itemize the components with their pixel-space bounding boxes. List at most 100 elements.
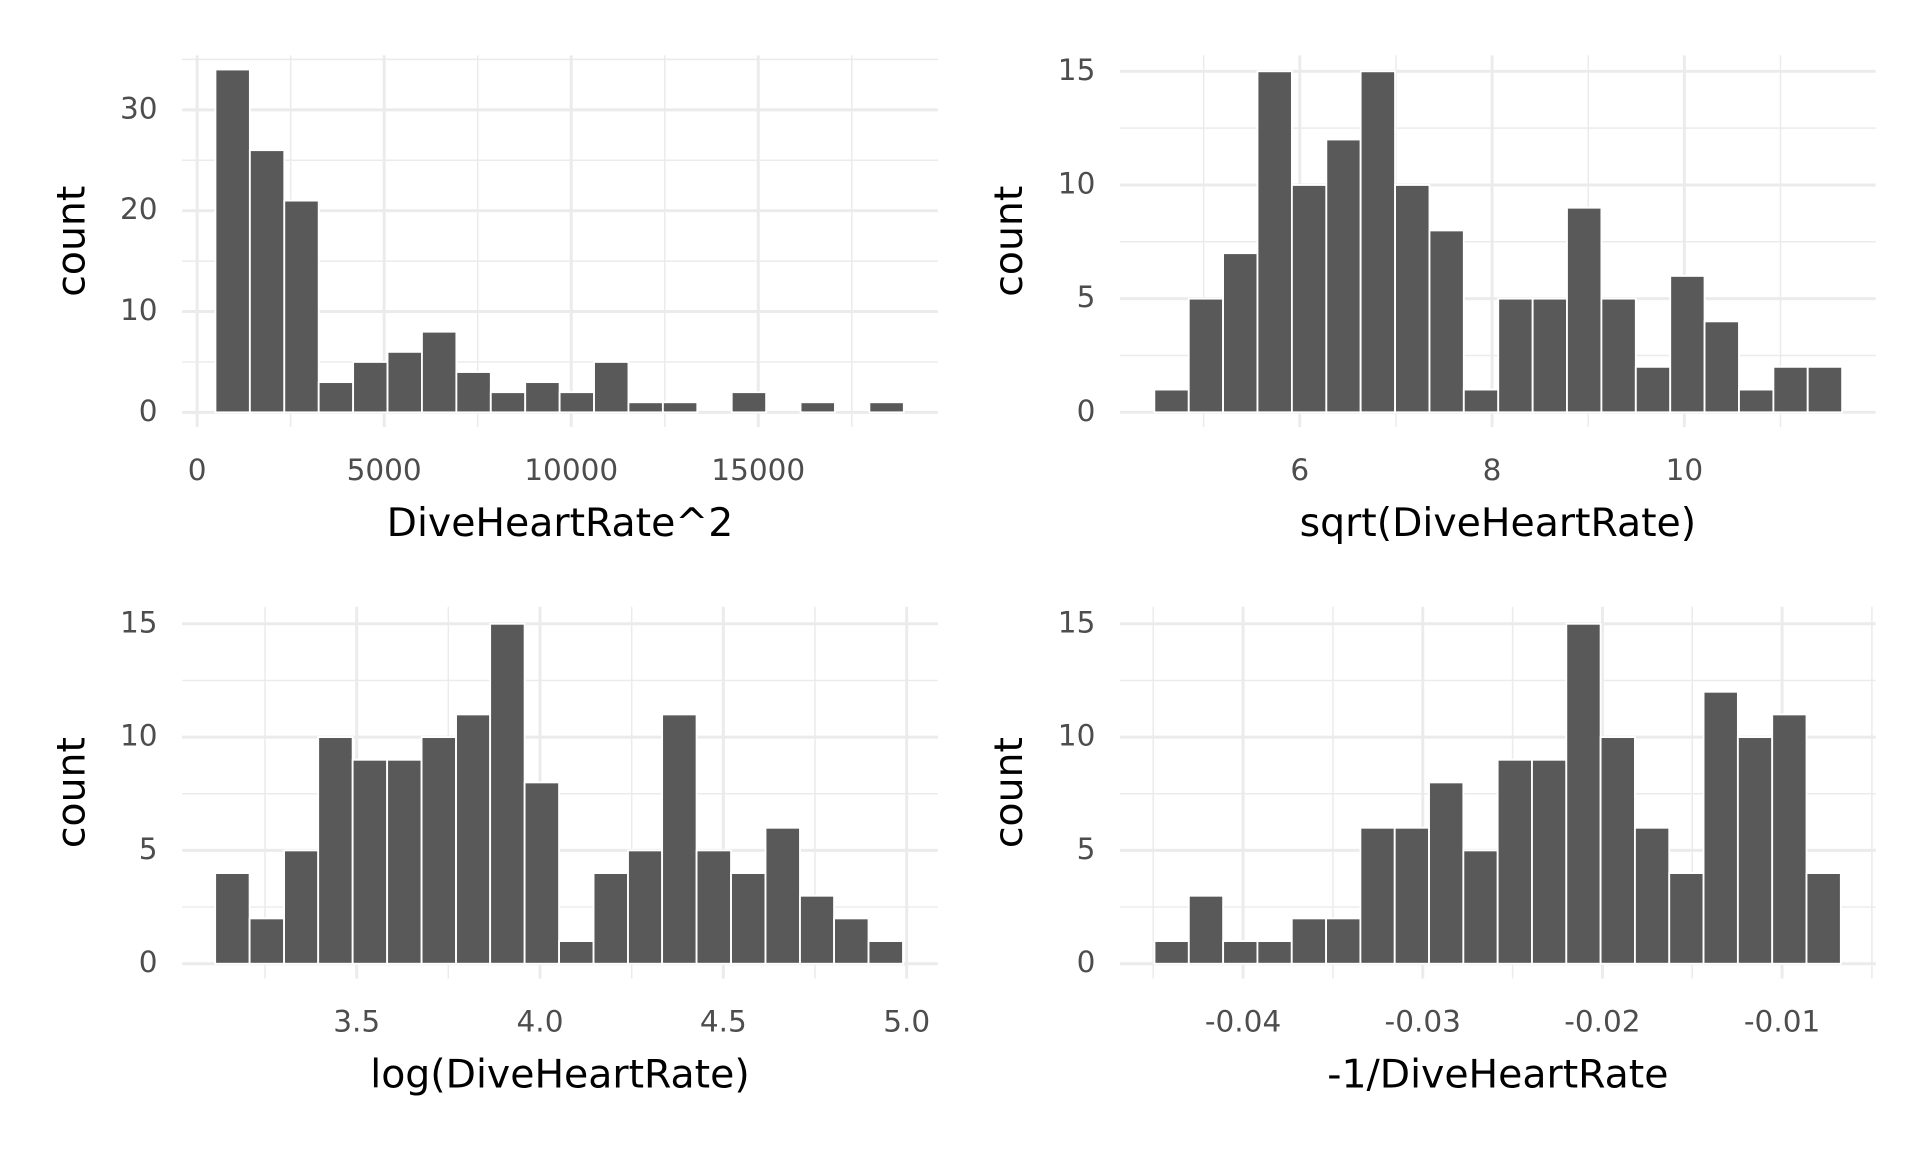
bar [627,401,664,414]
bar [730,391,768,414]
bar [1359,70,1396,414]
bar [351,758,389,965]
bar [489,622,526,965]
x-tick-label: 4.0 [517,1004,564,1038]
bar [1497,297,1534,414]
x-tick-label: 0 [188,453,207,487]
x-axis-title: DiveHeartRate^2 [387,500,734,546]
y-tick-label: 0 [1077,945,1096,979]
bar [1153,388,1190,414]
bar [1668,872,1705,965]
y-tick-label: 10 [1058,719,1096,753]
x-tick-label: -0.01 [1744,1004,1820,1038]
bar [283,199,320,414]
x-axis-title: sqrt(DiveHeartRate) [1300,500,1697,546]
bar [1496,758,1533,965]
bar [1325,138,1362,414]
bar [1462,849,1499,965]
bar [558,940,595,965]
x-tick-label: -0.03 [1385,1004,1461,1038]
bar [1428,781,1465,965]
x-tick-label: 5000 [347,453,422,487]
bar [1531,297,1568,414]
bar [730,872,767,965]
x-tick-label: -0.04 [1205,1004,1281,1038]
bar [1771,713,1808,965]
bar [1428,229,1465,414]
bar [661,713,698,965]
bar [248,917,286,965]
bar [1393,826,1430,965]
bar [868,401,905,414]
bar [1153,940,1190,965]
y-tick-label: 20 [120,192,158,226]
x-axis-title: log(DiveHeartRate) [370,1051,749,1097]
bar [1531,758,1568,965]
y-tick-label: 10 [120,293,158,327]
y-tick-label: 5 [1077,280,1096,314]
bar [420,736,457,965]
bar [386,350,423,414]
bar [386,758,423,965]
bar [1703,320,1740,414]
bar [283,849,320,965]
bar [1222,940,1259,965]
bar [421,330,458,414]
bar [592,872,629,965]
bar [317,381,355,414]
x-tick-label: 3.5 [333,1004,380,1038]
y-axis-title: count [986,186,1032,297]
bar [523,781,561,965]
bar [558,391,595,414]
bar [214,872,251,965]
bar [1736,736,1774,965]
y-tick-label: 10 [120,719,158,753]
bar [1256,70,1293,414]
bar [1702,690,1739,965]
bar [1187,297,1224,414]
bar [1222,252,1259,414]
bar [1772,365,1809,414]
bar [799,401,836,414]
bar [1600,297,1637,414]
x-tick-label: 10000 [524,453,618,487]
y-tick-label: 15 [120,605,158,639]
y-axis-title: count [986,737,1032,848]
bar [524,381,561,414]
x-tick-label: 5.0 [883,1004,930,1038]
bar [1359,826,1396,965]
bar [1805,872,1842,965]
bar [1806,365,1844,414]
bar [1566,206,1603,414]
x-tick-label: 15000 [711,453,805,487]
bar [593,361,630,414]
bar [489,391,527,414]
x-axis-title: -1/DiveHeartRate [1327,1051,1668,1097]
x-tick-label: 8 [1483,453,1502,487]
bar [1738,388,1775,414]
x-tick-label: 6 [1290,453,1309,487]
y-axis-title: count [48,186,94,297]
y-tick-label: 30 [120,91,158,125]
y-tick-label: 0 [139,394,158,428]
bar [661,401,699,414]
bar [764,826,801,965]
y-tick-label: 0 [139,945,158,979]
bar [1187,894,1225,965]
bar [833,917,870,965]
bar [1290,917,1328,965]
bar [248,149,286,414]
bar [799,894,836,965]
y-tick-label: 15 [1058,605,1096,639]
y-tick-label: 5 [139,832,158,866]
bar [352,361,389,414]
bar [1325,917,1362,965]
bar [867,940,904,965]
y-tick-label: 5 [1077,832,1096,866]
x-tick-label: 4.5 [700,1004,747,1038]
bar [627,849,664,965]
bar [455,713,492,965]
bar [1634,826,1671,965]
bar [1290,184,1328,414]
bar [1256,940,1293,965]
